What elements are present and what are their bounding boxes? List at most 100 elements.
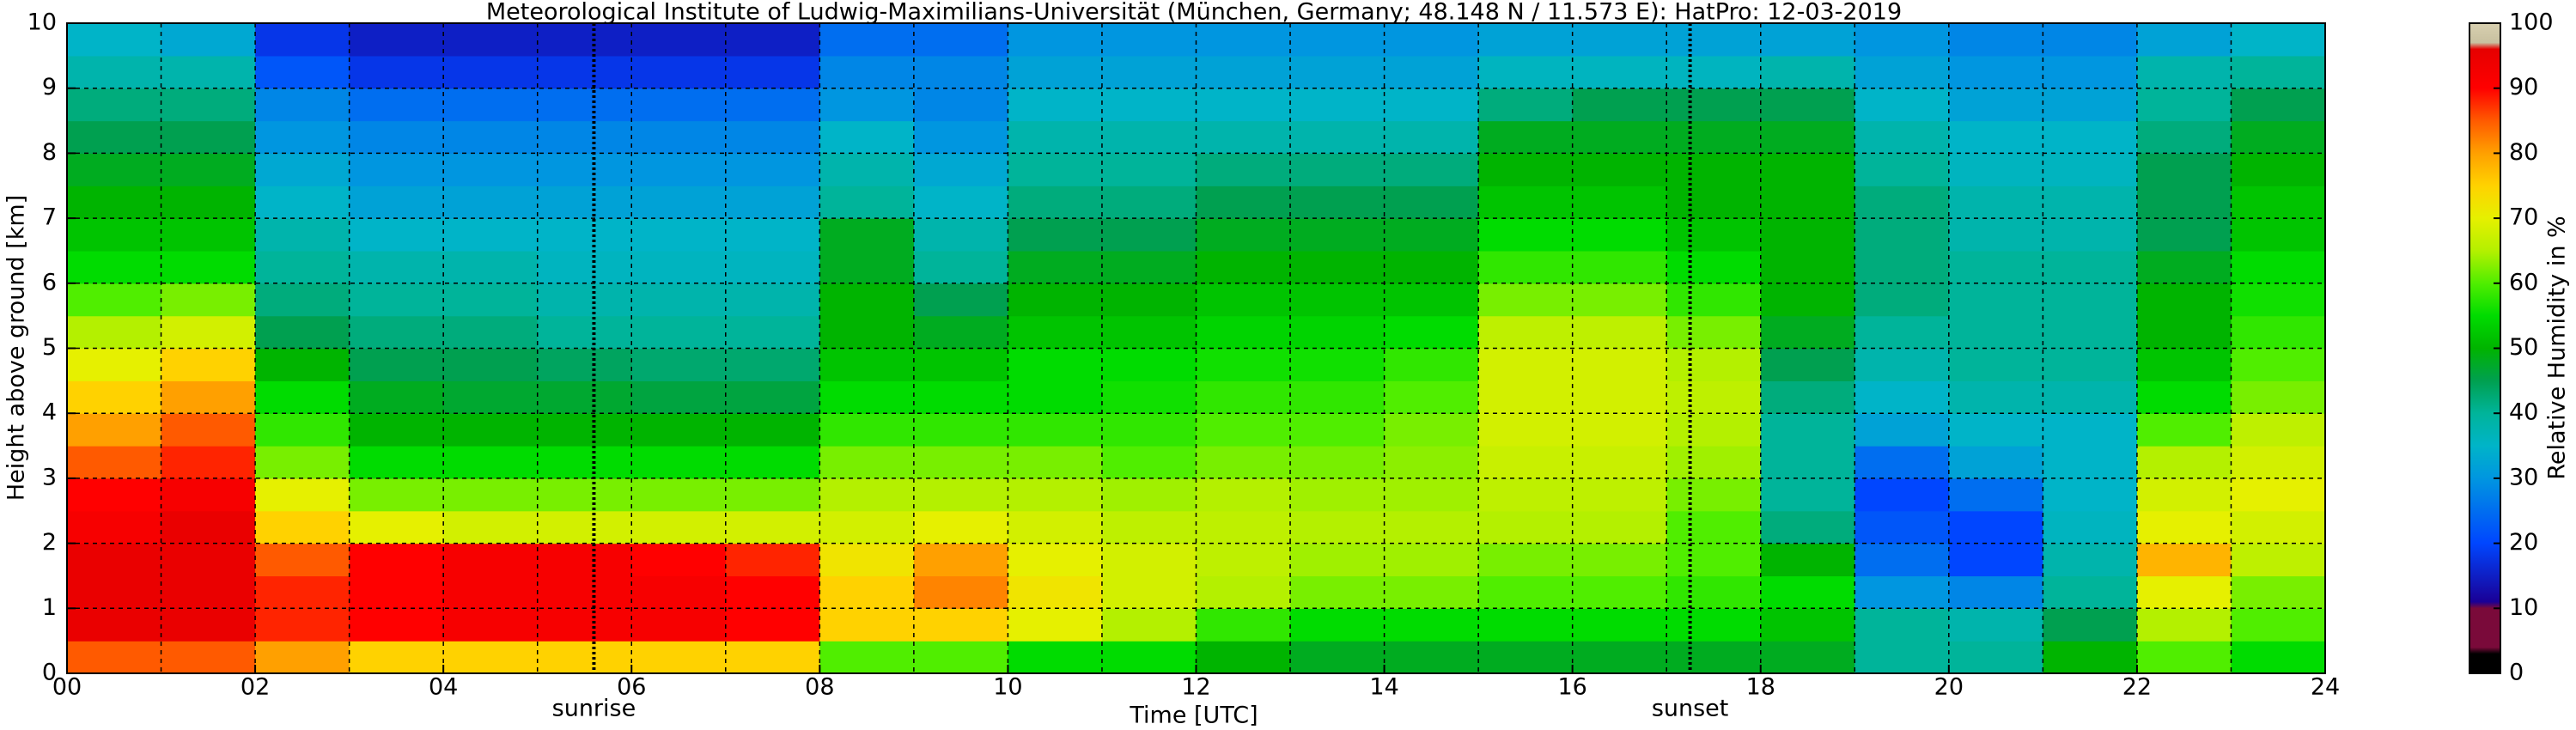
heatmap-cell <box>349 348 444 381</box>
heatmap-cell <box>67 380 162 414</box>
x-tick-label: 16 <box>1557 674 1586 701</box>
heatmap-cell <box>1101 641 1197 674</box>
heatmap-cell <box>1572 575 1667 609</box>
heatmap-cell <box>537 608 632 642</box>
heatmap-cell <box>1666 250 1762 284</box>
heatmap-cell <box>1760 608 1855 642</box>
heatmap-cell <box>1666 186 1762 219</box>
heatmap-cell <box>1290 218 1385 252</box>
heatmap-cell <box>1478 608 1574 642</box>
heatmap-cell <box>913 186 1009 219</box>
heatmap-cell <box>1572 413 1667 447</box>
heatmap-cell <box>1384 55 1479 89</box>
heatmap-cell <box>1101 446 1197 479</box>
heatmap-cell <box>2043 23 2138 57</box>
heatmap-cell <box>161 641 256 674</box>
heatmap-cell <box>725 446 820 479</box>
heatmap-cell <box>1101 380 1197 414</box>
heatmap-cell <box>349 413 444 447</box>
heatmap-cell <box>1572 283 1667 317</box>
heatmap-cell <box>443 413 539 447</box>
heatmap-cell <box>1196 153 1291 186</box>
heatmap-cell <box>1101 23 1197 57</box>
heatmap-cell <box>1384 283 1479 317</box>
heatmap-cell <box>2043 510 2138 544</box>
heatmap-cell <box>2136 55 2232 89</box>
heatmap-cell <box>1572 153 1667 186</box>
heatmap-cell <box>255 510 350 544</box>
heatmap-cell <box>2231 120 2326 154</box>
heatmap-cell <box>1572 23 1667 57</box>
heatmap-cell <box>1666 543 1762 577</box>
heatmap-cell <box>2136 88 2232 122</box>
heatmap-cell <box>1760 55 1855 89</box>
heatmap-cell <box>1948 88 2043 122</box>
heatmap-cell <box>1101 88 1197 122</box>
heatmap-cell <box>349 575 444 609</box>
heatmap-cell <box>443 446 539 479</box>
heatmap-cell <box>1572 315 1667 350</box>
heatmap-cell <box>1948 218 2043 252</box>
heatmap-cell <box>1196 120 1291 154</box>
heatmap-cell <box>819 608 915 642</box>
heatmap-cell <box>1008 186 1103 219</box>
heatmap-cell <box>67 413 162 447</box>
heatmap-cell <box>161 510 256 544</box>
heatmap-cell <box>2043 250 2138 284</box>
heatmap-cell <box>67 55 162 89</box>
heatmap-cell <box>631 413 727 447</box>
heatmap-cell <box>1478 575 1574 609</box>
heatmap-cell <box>1101 608 1197 642</box>
heatmap-cell <box>537 23 632 57</box>
x-tick-label: 20 <box>1934 674 1964 701</box>
heatmap-cell <box>1384 510 1479 544</box>
heatmap-cell <box>1854 608 1950 642</box>
heatmap-cell <box>1290 380 1385 414</box>
heatmap-cell <box>1760 315 1855 350</box>
heatmap-cell <box>1290 55 1385 89</box>
heatmap-cell <box>1572 608 1667 642</box>
heatmap-cell <box>1666 510 1762 544</box>
heatmap-cell <box>255 575 350 609</box>
heatmap-cell <box>819 88 915 122</box>
heatmap-cell <box>725 575 820 609</box>
y-tick-label: 0 <box>42 660 57 686</box>
heatmap-cell <box>913 283 1009 317</box>
heatmap-cell <box>2043 446 2138 479</box>
heatmap-cell <box>255 380 350 414</box>
colorbar-tick-label: 60 <box>2509 269 2538 295</box>
heatmap-cell <box>2043 153 2138 186</box>
heatmap-cell <box>1290 186 1385 219</box>
heatmap-cell <box>161 380 256 414</box>
heatmap-cell <box>349 608 444 642</box>
heatmap-cell <box>725 186 820 219</box>
heatmap-cell <box>1196 446 1291 479</box>
heatmap-cell <box>1760 120 1855 154</box>
heatmap-cell <box>67 218 162 252</box>
heatmap-cell <box>1572 348 1667 381</box>
annotation-label: sunrise <box>552 696 636 722</box>
heatmap-cell <box>161 186 256 219</box>
heatmap-cell <box>1948 250 2043 284</box>
heatmap-cell <box>913 641 1009 674</box>
heatmap-cell <box>1948 543 2043 577</box>
heatmap-cell <box>1666 283 1762 317</box>
heatmap-cell <box>1666 575 1762 609</box>
heatmap-cell <box>913 348 1009 381</box>
colorbar-tick-label: 90 <box>2509 74 2538 100</box>
heatmap-cell <box>1666 348 1762 381</box>
heatmap-cell <box>349 88 444 122</box>
heatmap-cell <box>2043 120 2138 154</box>
heatmap-cell <box>631 543 727 577</box>
heatmap-cell <box>1760 250 1855 284</box>
heatmap-cell <box>913 608 1009 642</box>
heatmap-cell <box>161 608 256 642</box>
heatmap-cell <box>2231 510 2326 544</box>
heatmap-cell <box>2136 380 2232 414</box>
colorbar-tick-label: 20 <box>2509 529 2538 556</box>
heatmap-cell <box>819 120 915 154</box>
y-tick-label: 4 <box>42 399 57 426</box>
heatmap-cell <box>725 510 820 544</box>
colorbar-tick-label: 50 <box>2509 334 2538 361</box>
